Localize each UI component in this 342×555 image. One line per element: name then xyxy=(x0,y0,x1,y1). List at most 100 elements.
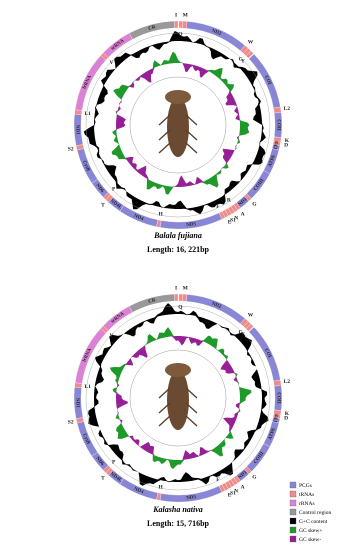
gene-label: ND2 xyxy=(211,302,222,311)
trna-label: Y xyxy=(241,58,245,64)
insect-leg xyxy=(185,142,198,154)
gene-label: CytB xyxy=(81,433,90,446)
legend-label: tRNAs xyxy=(299,492,314,498)
insect-leg xyxy=(185,114,198,126)
gene-label: COII xyxy=(275,119,280,130)
inner-ring xyxy=(85,32,271,218)
trna-label: A xyxy=(241,211,245,217)
insect-leg xyxy=(158,114,171,126)
genome-length: Length: 15, 716bp xyxy=(147,519,210,528)
gene-label: COI xyxy=(263,348,272,359)
gene-label: ATP8 xyxy=(273,413,281,426)
trna-label: K xyxy=(285,411,290,417)
gene-label: ND2 xyxy=(211,29,222,38)
trna-label: C xyxy=(239,56,243,62)
trna-label: V xyxy=(109,60,113,66)
insect-leg xyxy=(158,387,171,399)
gene-label: ND5 xyxy=(186,495,197,501)
gene-label: ND1 xyxy=(74,125,79,135)
legend-label: PCGs xyxy=(299,483,312,489)
inner-ring xyxy=(85,305,271,491)
gene-arc xyxy=(248,326,281,382)
gene-arc xyxy=(182,20,188,29)
legend-swatch xyxy=(289,526,297,534)
insect-leg xyxy=(185,402,198,414)
trna-label: M xyxy=(183,286,189,292)
trna-label: D xyxy=(284,142,288,148)
trna-label: S2 xyxy=(68,420,74,426)
legend-label: GC skew- xyxy=(299,537,321,543)
trna-label: S1 xyxy=(230,218,236,224)
trna-label: N xyxy=(234,489,238,495)
legend-swatch xyxy=(289,481,297,489)
insect-body xyxy=(167,370,189,430)
gene-arc xyxy=(178,293,183,302)
gene-label: lrRNA xyxy=(82,347,93,363)
trna-label: R xyxy=(227,471,232,477)
gene-arc xyxy=(186,294,246,324)
trna-label: G xyxy=(252,474,257,480)
trna-label: M xyxy=(183,13,189,19)
gene-arc xyxy=(174,293,179,302)
trna-label: D xyxy=(284,415,288,421)
gene-label: ND3 xyxy=(238,470,249,480)
gene-label: CR xyxy=(148,25,157,32)
trna-label: G xyxy=(252,201,257,207)
trna-label: N xyxy=(234,216,238,222)
gene-label: ND4 xyxy=(133,214,144,223)
gene-label: ND4 xyxy=(133,487,144,496)
insect-body xyxy=(167,97,189,157)
legend-label: rRNAs xyxy=(299,501,315,507)
trna-label: Y xyxy=(241,331,245,337)
inner-ring xyxy=(129,349,227,447)
gene-arc xyxy=(273,379,282,387)
trna-label: P xyxy=(112,460,116,466)
insect-head xyxy=(165,363,191,377)
gene-label: COI xyxy=(263,75,272,86)
legend-swatch xyxy=(289,499,297,507)
genome-length: Length: 16, 221bp xyxy=(147,245,210,254)
trna-label: L2 xyxy=(284,379,291,385)
gene-label: ND6 xyxy=(94,183,104,194)
trna-label: L2 xyxy=(284,106,291,112)
trna-label: S2 xyxy=(68,147,74,153)
inner-ring xyxy=(129,76,227,174)
insect-leg xyxy=(185,129,198,141)
gene-label: lrRNA xyxy=(82,74,93,90)
trna-label: E xyxy=(228,492,232,498)
trna-label: A xyxy=(241,484,245,490)
trna-label: S1 xyxy=(230,491,236,497)
legend-swatch xyxy=(289,508,297,516)
gene-arc xyxy=(186,21,246,51)
trna-label: W xyxy=(248,313,254,319)
gene-arc xyxy=(245,50,254,59)
legend-swatch xyxy=(289,490,297,498)
insect-leg xyxy=(158,402,171,414)
trna-label: Q xyxy=(178,304,183,310)
insect-leg xyxy=(158,142,171,154)
gene-label: ND6 xyxy=(94,456,104,467)
gene-arc xyxy=(182,293,188,302)
insect-leg xyxy=(158,415,171,427)
gene-label: COIII xyxy=(253,451,265,465)
trna-label: F xyxy=(216,204,220,210)
gene-label: ND1 xyxy=(74,398,79,408)
gene-arc xyxy=(178,20,183,29)
trna-label: E xyxy=(228,219,232,225)
legend-swatch xyxy=(289,535,297,543)
gene-label: COII xyxy=(275,392,280,403)
insect-leg xyxy=(158,129,171,141)
insect-head xyxy=(165,90,191,104)
trna-label: F xyxy=(216,477,220,483)
gene-arc xyxy=(245,323,254,332)
trna-label: W xyxy=(248,40,254,46)
trna-label: V xyxy=(109,333,113,339)
trna-label: R xyxy=(227,198,232,204)
legend-label: Control region xyxy=(299,510,331,516)
trna-label: L1 xyxy=(85,384,92,390)
trna-label: Q xyxy=(178,31,183,37)
gene-label: COIII xyxy=(253,178,265,192)
